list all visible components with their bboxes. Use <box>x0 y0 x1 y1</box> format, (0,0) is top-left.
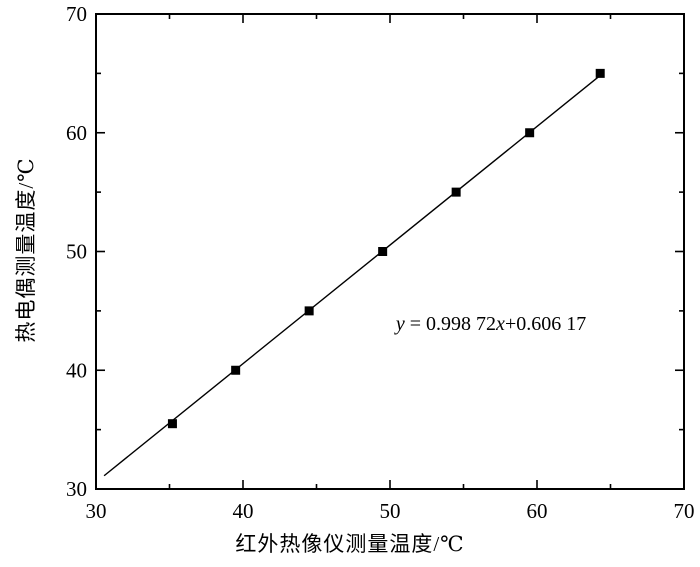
equation-y-variable: y <box>395 313 405 336</box>
fit-equation-annotation: y = 0.998 72x+0.606 17 <box>396 313 586 336</box>
y-tick-label: 70 <box>66 2 87 26</box>
data-point-marker <box>595 68 605 78</box>
plot-frame <box>95 13 685 490</box>
x-tick-label: 40 <box>233 499 254 523</box>
equation-middle: = 0.998 72 <box>404 313 497 336</box>
x-tick-label: 70 <box>674 499 695 523</box>
data-point-marker <box>167 419 177 429</box>
y-tick-label: 30 <box>66 477 87 501</box>
x-tick-label: 30 <box>86 499 107 523</box>
y-tick-label: 50 <box>66 240 87 264</box>
equation-tail: +0.606 17 <box>504 313 587 336</box>
x-tick-label: 60 <box>527 499 548 523</box>
equation-x-variable: x <box>496 313 505 336</box>
y-axis-label: 热电偶测量温度/℃ <box>14 157 38 343</box>
y-tick-label: 60 <box>66 121 87 145</box>
x-tick-label: 50 <box>380 499 401 523</box>
y-tick-label: 40 <box>66 358 87 382</box>
fit-line <box>103 74 601 477</box>
x-axis-label: 红外热像仪测量温度/℃ <box>235 532 465 556</box>
